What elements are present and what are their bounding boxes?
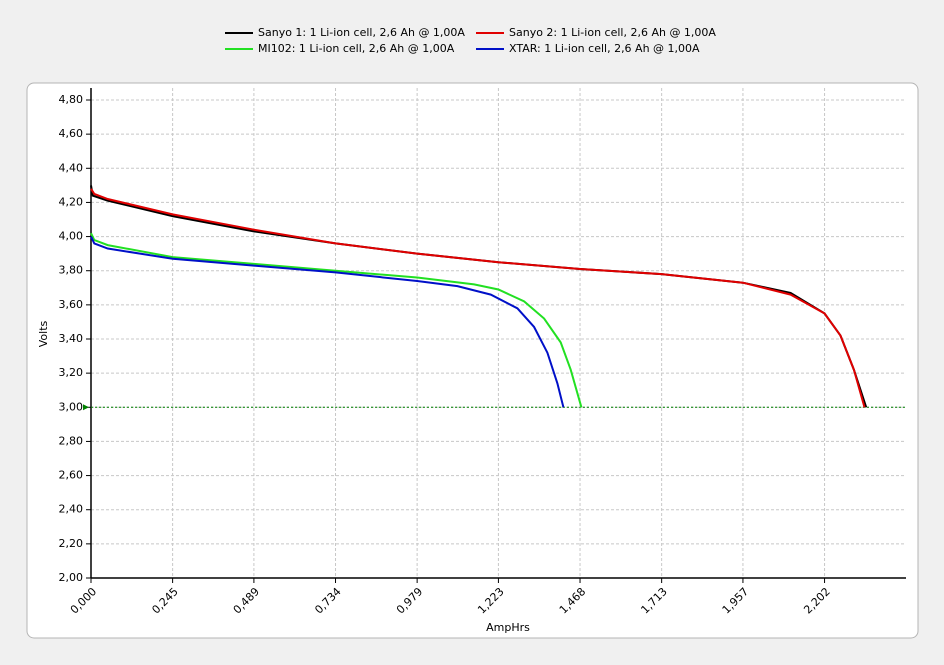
y-tick-label: 3,60: [59, 298, 84, 311]
y-tick-label: 4,40: [59, 161, 84, 174]
y-tick-label: 2,20: [59, 537, 84, 550]
y-tick-label: 4,60: [59, 127, 84, 140]
y-tick-label: 2,00: [59, 571, 84, 584]
series-line: [90, 232, 583, 408]
legend-label: MI102: 1 Li-ion cell, 2,6 Ah @ 1,00A: [258, 42, 455, 55]
y-tick-label: 4,00: [59, 230, 84, 243]
y-axis-label: Volts: [37, 320, 50, 347]
y-tick-label: 4,20: [59, 195, 84, 208]
y-tick-label: 3,20: [59, 366, 84, 379]
y-tick-label: 3,80: [59, 264, 84, 277]
series-line: [90, 236, 565, 408]
y-tick-label: 2,40: [59, 503, 84, 516]
series-line: [90, 188, 866, 408]
legend-label: XTAR: 1 Li-ion cell, 2,6 Ah @ 1,00A: [509, 42, 700, 55]
reference-marker: [83, 404, 89, 411]
y-tick-label: 2,80: [59, 434, 84, 447]
y-tick-label: 4,80: [59, 93, 84, 106]
plot-panel: [26, 82, 919, 639]
y-tick-label: 3,00: [59, 400, 84, 413]
x-axis-label: AmpHrs: [486, 621, 530, 634]
y-tick-label: 3,40: [59, 332, 84, 345]
legend-label: Sanyo 2: 1 Li-ion cell, 2,6 Ah @ 1,00A: [509, 26, 716, 39]
y-tick-label: 2,60: [59, 469, 84, 482]
legend-label: Sanyo 1: 1 Li-ion cell, 2,6 Ah @ 1,00A: [258, 26, 465, 39]
